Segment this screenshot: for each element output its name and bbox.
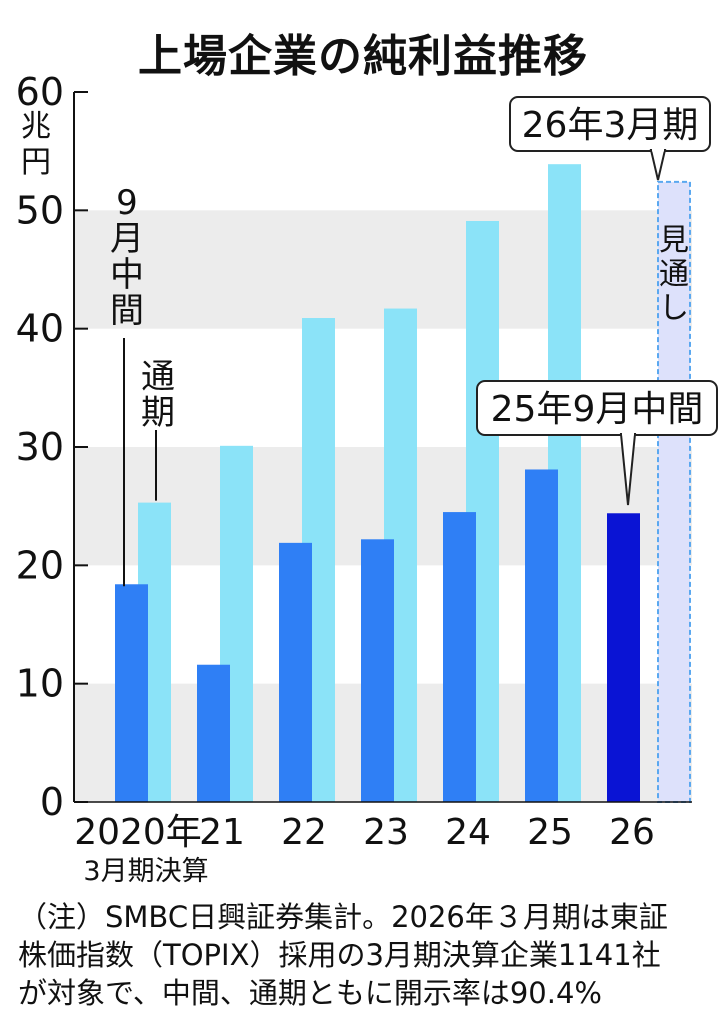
callout-forecast-label: 26年3月期: [522, 105, 699, 146]
x-tick-label: 2020年: [74, 812, 202, 853]
legend-interim-label: 月: [110, 219, 144, 259]
footnote-line-3: が対象で、中間、通期ともに開示率は90.4%: [18, 976, 602, 1010]
x-category-note: 3月期決算: [83, 856, 208, 887]
y-tick-label: 50: [16, 188, 64, 232]
legend-interim-label: 中: [110, 255, 144, 295]
bar-interim: [525, 469, 558, 802]
footnote-line-2: 株価指数（TOPIX）採用の3月期決算企業1141社: [18, 938, 661, 972]
bar-interim: [115, 584, 148, 802]
footnote: （注）SMBC日興証券集計。2026年３月期は東証 株価指数（TOPIX）採用の…: [18, 898, 718, 1012]
callout-forecast-box: [509, 96, 711, 152]
footnote-line-1: （注）SMBC日興証券集計。2026年３月期は東証: [18, 900, 668, 934]
y-tick-label: 0: [40, 780, 64, 824]
x-tick-label: 22: [281, 812, 327, 853]
callout-latest-interim-box: [476, 380, 718, 436]
bar-interim: [279, 542, 312, 802]
y-tick-label: 20: [16, 543, 64, 587]
bar-interim: [361, 539, 394, 802]
callout-forecast-pointer: [649, 149, 667, 181]
bar-interim: [443, 512, 476, 802]
y-unit-label: 円: [21, 145, 51, 180]
callout-latest-interim-label: 25年9月中間: [491, 389, 704, 430]
bar-interim: [197, 664, 230, 802]
bar-interim: [607, 513, 640, 802]
forecast-label: 見: [659, 223, 689, 258]
grid-band: [74, 210, 692, 329]
y-tick-label: 10: [16, 662, 64, 706]
legend-interim-label: 9: [116, 183, 138, 223]
x-tick-label: 23: [363, 812, 409, 853]
chart-title: 上場企業の純利益推移: [138, 31, 588, 82]
forecast-label: 通: [659, 257, 689, 292]
y-tick-label: 60: [16, 70, 64, 114]
legend-interim-label: 間: [110, 291, 144, 331]
y-tick-label: 40: [16, 307, 64, 351]
legend-fullyear-label: 通: [141, 357, 175, 397]
forecast-label: し: [659, 291, 689, 326]
x-tick-label: 24: [445, 812, 491, 853]
y-tick-label: 30: [16, 425, 64, 469]
legend-fullyear-label: 期: [141, 393, 175, 433]
x-tick-label: 26: [609, 812, 655, 853]
x-tick-label: 21: [199, 812, 245, 853]
y-unit-label: 兆: [21, 109, 51, 144]
x-tick-label: 25: [527, 812, 573, 853]
